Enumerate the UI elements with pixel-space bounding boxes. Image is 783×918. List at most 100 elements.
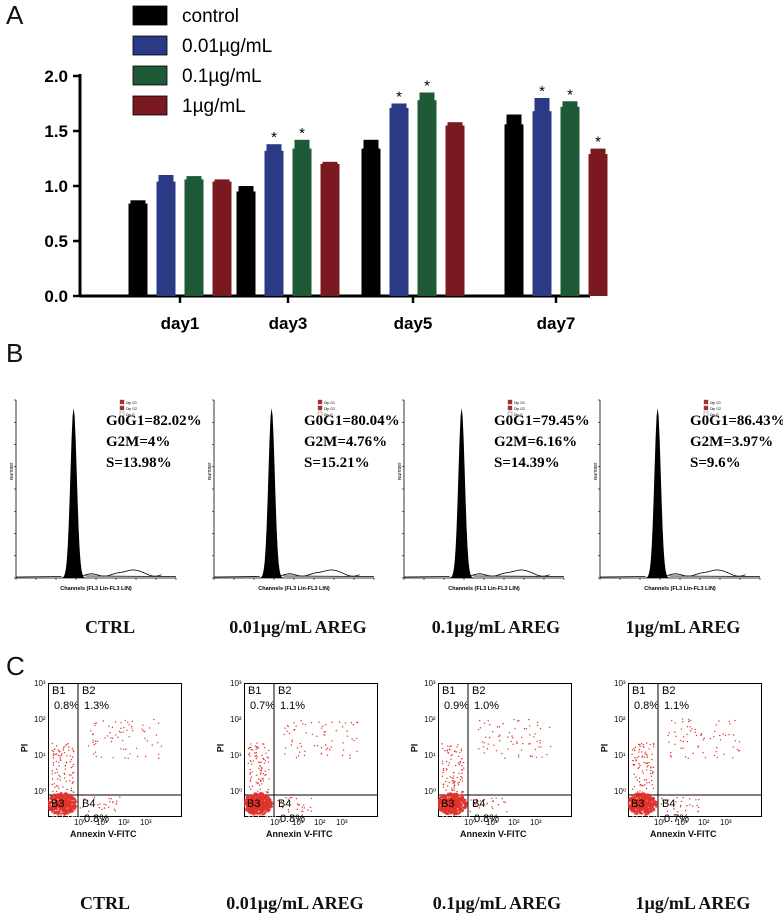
event-dot [692, 805, 694, 807]
event-dot [529, 725, 531, 727]
event-dot [516, 720, 519, 722]
event-dot [55, 760, 58, 763]
event-dot [681, 721, 684, 723]
event-dot [686, 740, 689, 743]
event-dot [639, 764, 641, 767]
event-dot [652, 809, 655, 812]
event-dot [71, 765, 74, 768]
event-dot [313, 744, 316, 747]
y-tick-label: 1.0 [44, 177, 68, 196]
legend-swatch [132, 95, 168, 116]
event-dot [82, 806, 84, 808]
event-dot [641, 770, 644, 772]
event-dot [674, 731, 676, 733]
event-dot [486, 748, 489, 750]
event-dot [68, 774, 70, 776]
event-dot [643, 779, 646, 781]
event-dot [638, 801, 641, 804]
event-dot [346, 730, 348, 732]
event-dot [267, 788, 270, 791]
event-dot [446, 777, 448, 779]
event-dot [55, 790, 58, 793]
flow-y-tick: 10¹ [424, 751, 436, 760]
event-dot [689, 730, 692, 732]
event-dot [145, 755, 147, 758]
event-dot [127, 721, 129, 723]
error-bar [238, 186, 254, 193]
quadrant-value-b3: 97.5% [632, 813, 664, 825]
bar [236, 191, 256, 296]
event-dot [248, 746, 251, 749]
event-dot [54, 800, 58, 803]
event-dot [96, 740, 99, 743]
s-phase-curve [279, 569, 360, 577]
event-dot [458, 763, 461, 766]
event-dot [304, 750, 306, 752]
event-dot [101, 808, 103, 810]
event-dot [120, 731, 122, 734]
event-dot [536, 740, 538, 742]
event-dot [629, 796, 632, 800]
event-dot [647, 798, 650, 801]
event-dot [649, 793, 652, 796]
event-dot [104, 737, 106, 739]
event-dot [259, 797, 263, 800]
event-dot [57, 761, 60, 764]
event-dot [265, 752, 267, 754]
event-dot [65, 792, 68, 795]
event-dot [103, 803, 105, 805]
event-dot [70, 795, 73, 798]
event-dot [68, 749, 70, 751]
event-dot [463, 767, 465, 769]
event-dot [482, 746, 485, 748]
event-dot [71, 782, 73, 784]
flow-y-tick: 10² [230, 715, 242, 724]
event-dot [151, 744, 153, 746]
stat-g2m: G2M=4% [106, 434, 171, 450]
event-dot [95, 743, 97, 745]
event-dot [300, 720, 302, 722]
event-dot [651, 784, 653, 786]
baseline-curve [403, 575, 565, 578]
event-dot [291, 741, 293, 743]
event-dot [65, 780, 67, 783]
event-dot [487, 743, 489, 745]
event-dot [60, 794, 63, 797]
event-dot [447, 801, 450, 804]
event-dot [267, 761, 270, 763]
event-dot [631, 749, 634, 751]
quadrant-label-b1: B1 [248, 685, 262, 697]
event-dot [541, 756, 543, 758]
event-dot [57, 749, 59, 751]
event-dot [320, 753, 322, 755]
quadrant-value-b2: 1.1% [664, 700, 690, 712]
event-dot [258, 804, 261, 807]
cell-cycle-stats: G0G1=82.02% G2M=4% S=13.98% [106, 411, 202, 474]
flow-plot [48, 683, 182, 817]
event-dot [485, 736, 487, 739]
event-dot [675, 801, 677, 803]
event-dot [59, 803, 62, 806]
event-dot [639, 745, 641, 748]
event-dot [156, 742, 159, 744]
event-dot [445, 780, 447, 783]
event-dot [52, 807, 55, 810]
event-dot [99, 803, 101, 805]
event-dot [302, 723, 304, 725]
event-dot [342, 742, 344, 744]
event-dot [64, 768, 66, 770]
event-dot [71, 797, 74, 800]
event-dot [52, 754, 55, 757]
event-dot [249, 773, 252, 775]
event-dot [115, 734, 117, 736]
event-dot [629, 799, 633, 803]
event-dot [729, 722, 731, 725]
event-dot [440, 808, 443, 811]
error-bar [534, 98, 550, 113]
quadrant-label-b3: B3 [247, 798, 261, 810]
event-dot [72, 750, 75, 753]
event-dot [738, 741, 741, 743]
x-tick-label: day1 [161, 314, 200, 333]
event-dot [341, 754, 344, 757]
event-dot [636, 799, 640, 802]
